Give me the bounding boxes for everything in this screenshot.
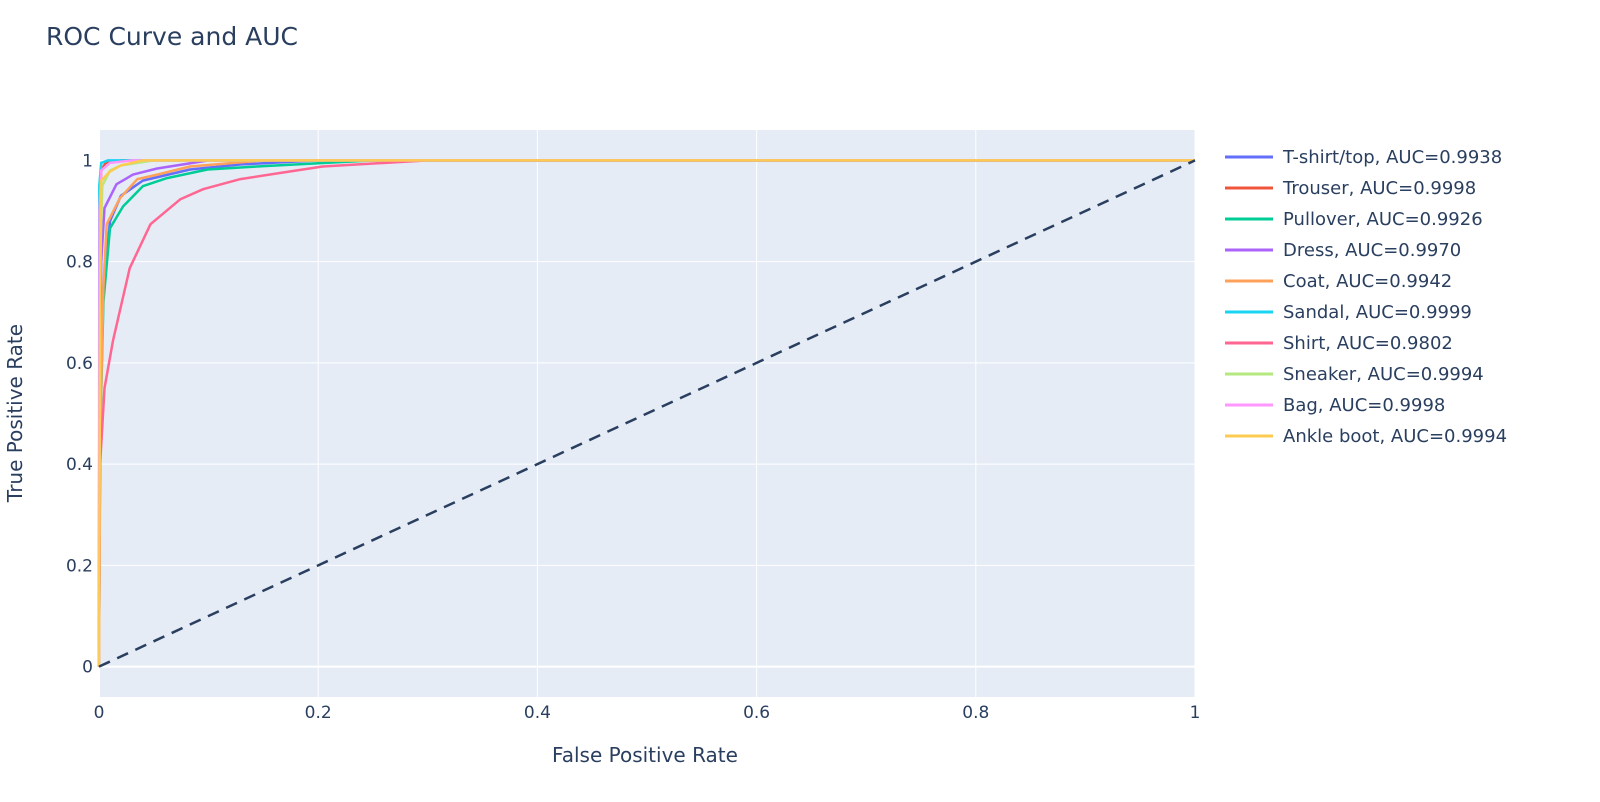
x-tick-label: 1 (1190, 703, 1201, 723)
legend-item[interactable]: Pullover, AUC=0.9926 (1225, 209, 1483, 230)
series-line-4 (97, 159, 1195, 667)
y-tick-label: 0.8 (66, 253, 93, 273)
y-axis-title: True Positive Rate (3, 324, 27, 503)
tick-labels: 0 0.2 0.4 0.6 0.8 1 0 0.2 0.4 0.6 0.8 1 (66, 151, 1200, 723)
y-tick-label: 1 (82, 151, 93, 171)
x-tick-label: 0.4 (524, 703, 551, 723)
legend-label: Bag, AUC=0.9998 (1283, 395, 1445, 416)
legend-label: Coat, AUC=0.9942 (1283, 271, 1452, 292)
legend-item[interactable]: Sandal, AUC=0.9999 (1225, 302, 1472, 323)
series-line-6 (97, 159, 1195, 667)
y-tick-label: 0.6 (66, 354, 93, 374)
x-tick-label: 0.2 (305, 703, 332, 723)
series-line-9 (97, 159, 1195, 667)
x-tick-label: 0.6 (743, 703, 770, 723)
legend-item[interactable]: Dress, AUC=0.9970 (1225, 240, 1461, 261)
legend-item[interactable]: Bag, AUC=0.9998 (1225, 395, 1445, 416)
legend-item[interactable]: Shirt, AUC=0.9802 (1225, 333, 1453, 354)
y-tick-label: 0.2 (66, 556, 93, 576)
legend-label: Sandal, AUC=0.9999 (1283, 302, 1472, 323)
legend-label: Ankle boot, AUC=0.9994 (1283, 426, 1507, 447)
x-tick-label: 0.8 (962, 703, 989, 723)
legend: T-shirt/top, AUC=0.9938 Trouser, AUC=0.99… (1225, 147, 1507, 447)
x-axis-title: False Positive Rate (552, 743, 738, 767)
legend-item[interactable]: Ankle boot, AUC=0.9994 (1225, 426, 1507, 447)
legend-item[interactable]: Coat, AUC=0.9942 (1225, 271, 1452, 292)
legend-label: T-shirt/top, AUC=0.9938 (1282, 147, 1502, 168)
legend-label: Dress, AUC=0.9970 (1283, 240, 1461, 261)
series-lines (97, 159, 1196, 668)
y-tick-label: 0.4 (66, 455, 93, 475)
chance-diagonal-line (98, 159, 1196, 668)
legend-label: Trouser, AUC=0.9998 (1282, 178, 1476, 199)
legend-item[interactable]: T-shirt/top, AUC=0.9938 (1225, 147, 1502, 168)
x-tick-label: 0 (94, 703, 105, 723)
legend-item[interactable]: Trouser, AUC=0.9998 (1225, 178, 1476, 199)
legend-label: Shirt, AUC=0.9802 (1283, 333, 1453, 354)
legend-item[interactable]: Sneaker, AUC=0.9994 (1225, 364, 1484, 385)
legend-label: Sneaker, AUC=0.9994 (1283, 364, 1484, 385)
chart-title: ROC Curve and AUC (46, 22, 298, 51)
legend-label: Pullover, AUC=0.9926 (1283, 209, 1483, 230)
y-tick-label: 0 (82, 658, 93, 678)
